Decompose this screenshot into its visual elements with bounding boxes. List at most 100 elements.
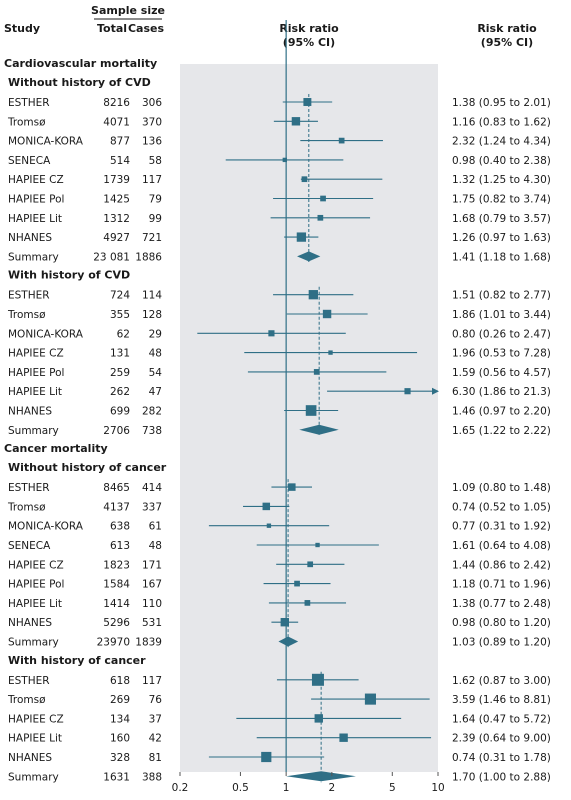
study-label: Tromsø: [7, 309, 46, 321]
total-value: 23 081: [93, 251, 130, 263]
header-sample-size: Sample size: [91, 4, 165, 17]
study-row: HAPIEE Pol 1584 167 1.18 (0.71 to 1.96): [8, 579, 551, 591]
rr-ci-label: 2.39 (0.64 to 9.00): [452, 733, 551, 745]
cases-value: 76: [149, 694, 163, 706]
total-value: 2706: [103, 425, 130, 437]
cases-value: 414: [142, 482, 162, 494]
study-row: HAPIEE Pol 1425 79 1.75 (0.82 to 3.74): [8, 194, 551, 206]
rr-ci-label: 1.70 (1.00 to 2.88): [452, 771, 551, 783]
study-label: ESTHER: [8, 482, 50, 494]
rr-ci-label: 1.03 (0.89 to 1.20): [452, 637, 551, 649]
study-row: HAPIEE CZ 131 48 1.96 (0.53 to 7.28): [8, 348, 551, 360]
point-estimate-square: [288, 483, 296, 491]
rr-ci-label: 2.32 (1.24 to 4.34): [452, 136, 551, 148]
study-row: HAPIEE CZ 1823 171 1.44 (0.86 to 2.42): [8, 559, 551, 571]
total-value: 262: [110, 386, 130, 398]
cases-value: 29: [149, 328, 162, 340]
cases-value: 1886: [135, 251, 162, 263]
x-tick-label: 0.2: [172, 782, 189, 794]
x-axis: 0.2 0.5 1 2 5 10: [172, 20, 445, 794]
x-tick-label: 1: [283, 782, 290, 794]
cases-value: 37: [149, 713, 162, 725]
study-label: HAPIEE Pol: [8, 194, 64, 206]
study-label: NHANES: [8, 232, 52, 244]
point-estimate-square: [315, 542, 320, 548]
study-label: Summary: [8, 251, 59, 263]
study-label: HAPIEE Pol: [8, 367, 64, 379]
total-value: 514: [110, 155, 130, 167]
rr-ci-label: 1.44 (0.86 to 2.42): [452, 559, 551, 571]
total-value: 877: [110, 136, 130, 148]
study-label: MONICA-KORA: [8, 521, 84, 533]
rr-ci-label: 1.86 (1.01 to 3.44): [452, 309, 551, 321]
cases-value: 114: [142, 290, 162, 302]
cases-value: 99: [149, 213, 162, 225]
group-title: With history of cancer: [8, 654, 146, 667]
study-row: ESTHER 8465 414 1.09 (0.80 to 1.48): [8, 482, 551, 494]
study-row: SENECA 613 48 1.61 (0.64 to 4.08): [8, 540, 551, 552]
total-value: 1631: [103, 771, 130, 783]
study-row: HAPIEE Pol 259 54 1.59 (0.56 to 4.57): [8, 367, 551, 379]
study-label: Tromsø: [7, 501, 46, 513]
cases-value: 58: [149, 155, 162, 167]
rr-ci-label: 1.41 (1.18 to 1.68): [452, 251, 551, 263]
summary-diamond: [286, 771, 356, 782]
header-risk-ratio-text: Risk ratio: [477, 22, 537, 35]
cases-value: 117: [142, 675, 162, 687]
total-value: 1414: [103, 598, 130, 610]
point-estimate-square: [305, 405, 317, 416]
group-title: Without history of cancer: [8, 461, 167, 474]
rr-ci-label: 0.74 (0.52 to 1.05): [452, 501, 551, 513]
rr-ci-label: 1.62 (0.87 to 3.00): [452, 675, 551, 687]
study-row: SENECA 514 58 0.98 (0.40 to 2.38): [8, 155, 551, 167]
point-estimate-square: [296, 232, 307, 242]
point-estimate-square: [364, 693, 376, 705]
total-value: 1312: [103, 213, 130, 225]
study-row: ESTHER 8216 306 1.38 (0.95 to 2.01): [8, 97, 551, 109]
cases-value: 110: [142, 598, 162, 610]
cases-value: 61: [149, 521, 162, 533]
cases-value: 48: [149, 348, 162, 360]
study-label: HAPIEE CZ: [8, 559, 64, 571]
study-label: HAPIEE Lit: [8, 598, 62, 610]
rr-ci-label: 1.32 (1.25 to 4.30): [452, 174, 551, 186]
study-label: HAPIEE CZ: [8, 348, 64, 360]
point-estimate-square: [322, 309, 332, 319]
total-value: 1823: [103, 559, 130, 571]
point-estimate-square: [314, 714, 323, 723]
rr-ci-label: 1.75 (0.82 to 3.74): [452, 194, 551, 206]
total-value: 618: [110, 675, 130, 687]
total-value: 328: [110, 752, 130, 764]
section-title: Cancer mortality: [4, 442, 108, 455]
point-estimate-square: [338, 137, 345, 144]
header-ci-plot: (95% CI): [283, 36, 335, 49]
point-estimate-square: [266, 523, 272, 528]
point-estimate-square: [262, 502, 271, 511]
total-value: 1739: [103, 174, 130, 186]
total-value: 131: [110, 348, 130, 360]
ci-arrow: [432, 387, 439, 395]
study-label: Summary: [8, 637, 59, 649]
total-value: 355: [110, 309, 130, 321]
study-row: NHANES 699 282 1.46 (0.97 to 2.20): [8, 405, 551, 418]
point-estimate-square: [320, 195, 326, 202]
header-cases: Cases: [128, 22, 165, 35]
study-row: NHANES 328 81 0.74 (0.31 to 1.78): [8, 751, 551, 764]
cases-value: 136: [142, 136, 162, 148]
total-value: 4071: [103, 116, 130, 128]
study-label: HAPIEE Lit: [8, 733, 62, 745]
study-row: MONICA-KORA 62 29 0.80 (0.26 to 2.47): [8, 328, 551, 340]
study-label: Tromsø: [7, 694, 46, 706]
column-headers: Sample size Study Total Cases Risk ratio…: [4, 4, 537, 49]
cases-value: 79: [149, 194, 162, 206]
rr-ci-label: 6.30 (1.86 to 21.3): [452, 386, 551, 398]
rr-ci-label: 1.38 (0.95 to 2.01): [452, 97, 551, 109]
cases-value: 370: [142, 116, 162, 128]
study-row: HAPIEE Lit 1312 99 1.68 (0.79 to 3.57): [8, 213, 551, 225]
study-label: Summary: [8, 425, 59, 437]
study-row: MONICA-KORA 877 136 2.32 (1.24 to 4.34): [8, 136, 551, 148]
rr-ci-label: 1.09 (0.80 to 1.48): [452, 482, 551, 494]
total-value: 613: [110, 540, 130, 552]
total-value: 62: [117, 328, 130, 340]
cases-value: 128: [142, 309, 162, 321]
